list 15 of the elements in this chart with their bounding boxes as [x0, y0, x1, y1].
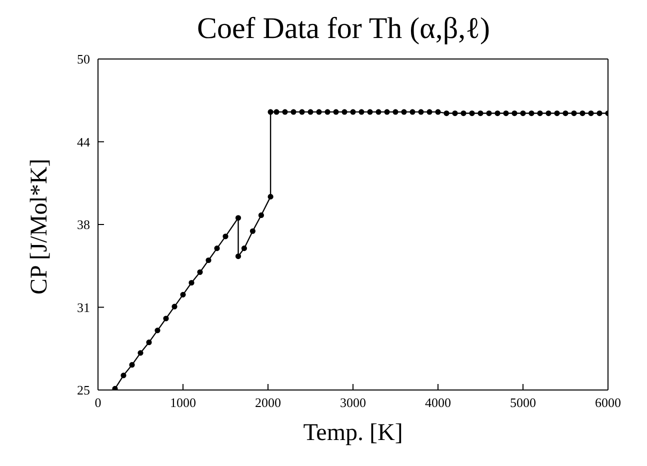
x-tick-label: 0 — [94, 395, 102, 410]
x-tick-label: 4000 — [425, 395, 451, 410]
y-tick-label: 50 — [77, 52, 90, 67]
x-tick-label: 6000 — [595, 395, 621, 410]
y-tick-label: 25 — [77, 382, 90, 398]
x-tick-label: 5000 — [510, 395, 536, 410]
x-tick-label: 3000 — [340, 395, 366, 410]
y-tick-label: 31 — [77, 300, 90, 315]
y-tick-label: 38 — [77, 217, 90, 232]
x-tick-label: 1000 — [170, 395, 196, 410]
y-tick-label: 44 — [77, 134, 90, 150]
x-tick-label: 2000 — [255, 395, 281, 410]
chart-title: Coef Data for Th (α,β,ℓ) — [196, 11, 492, 47]
y-axis-title: CP [J/Mol*K] — [26, 158, 53, 294]
x-axis-title: Temp. [K] — [303, 420, 403, 446]
